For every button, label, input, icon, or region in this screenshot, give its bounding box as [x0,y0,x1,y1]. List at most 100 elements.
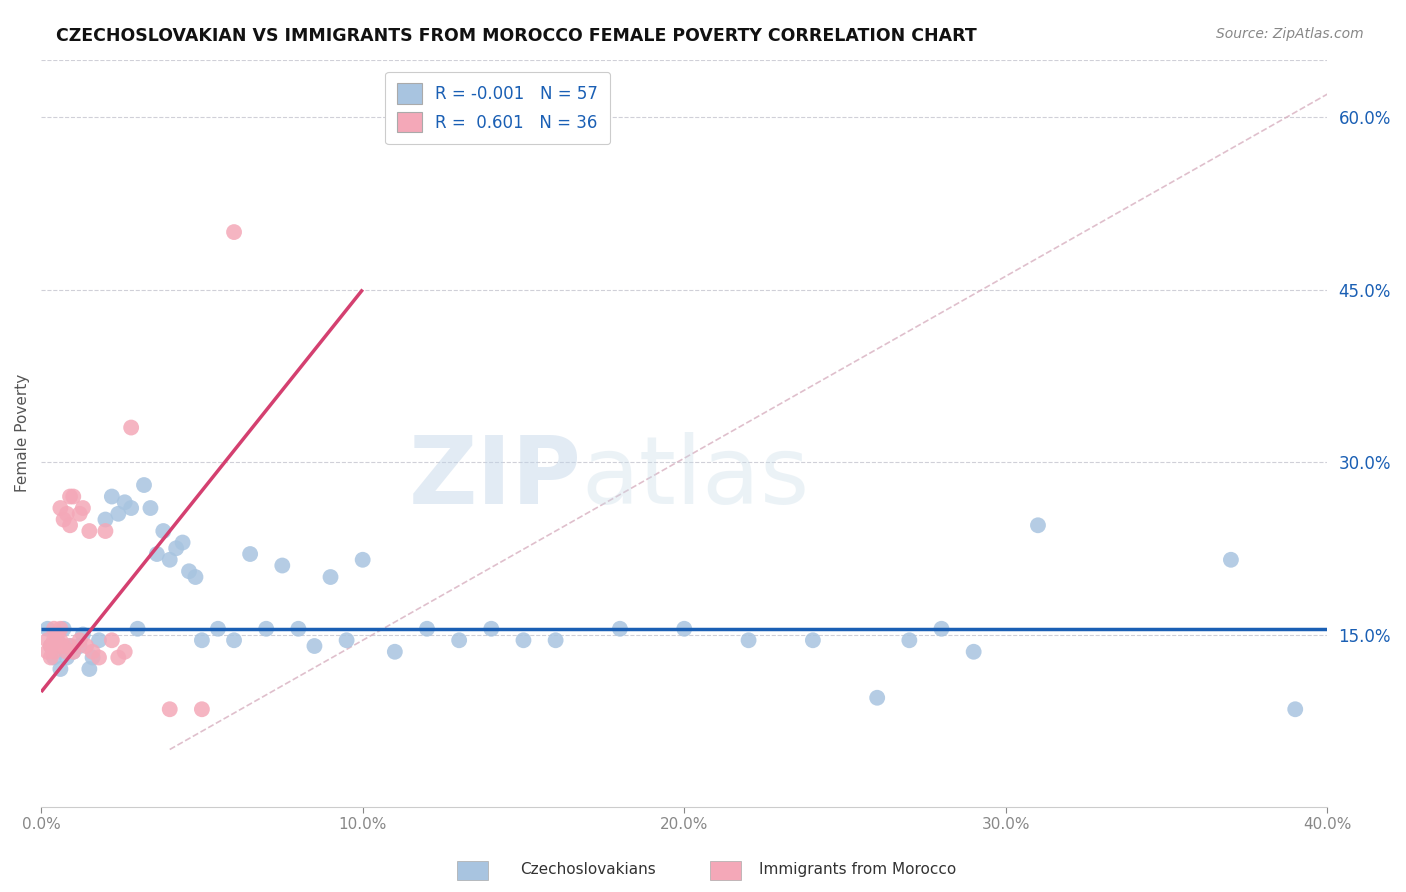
Point [49,501,72,516]
Point [609,622,631,636]
Text: Czechoslovakians: Czechoslovakians [520,863,657,877]
Point [59,639,82,653]
Point [49,622,72,636]
Point [37,633,59,648]
Point [449,633,471,648]
Point [222,633,245,648]
Point [319,570,342,584]
Point [146,547,169,561]
Point [79,524,101,538]
Point [101,633,124,648]
Point [59,490,82,504]
Point [59,639,82,653]
Point [737,633,759,648]
Point [191,633,214,648]
Point [304,639,326,653]
Point [39,639,62,653]
Point [39,639,62,653]
Point [59,518,82,533]
Text: ZIP: ZIP [409,432,581,524]
Point [898,633,921,648]
Point [46,639,69,653]
Point [931,622,953,636]
Point [72,501,94,516]
Text: Immigrants from Morocco: Immigrants from Morocco [759,863,956,877]
Point [963,645,986,659]
Point [107,507,129,521]
Point [62,645,84,659]
Point [1284,702,1306,716]
Text: CZECHOSLOVAKIAN VS IMMIGRANTS FROM MOROCCO FEMALE POVERTY CORRELATION CHART: CZECHOSLOVAKIAN VS IMMIGRANTS FROM MOROC… [56,27,977,45]
Point [52,622,75,636]
Point [42,650,65,665]
Point [101,490,124,504]
Point [159,553,181,567]
Point [46,627,69,641]
Point [56,507,79,521]
Point [184,570,207,584]
Point [287,622,309,636]
Point [39,650,62,665]
Text: atlas: atlas [581,432,810,524]
Point [114,645,136,659]
Point [139,501,162,516]
Point [801,633,824,648]
Point [384,645,406,659]
Point [42,633,65,648]
Point [72,627,94,641]
Point [271,558,294,573]
Point [1219,553,1241,567]
Point [254,622,277,636]
Point [512,633,534,648]
Point [132,478,155,492]
Point [46,633,69,648]
Point [673,622,696,636]
Point [207,622,229,636]
Point [165,541,187,556]
Point [479,622,502,636]
Y-axis label: Female Poverty: Female Poverty [15,374,30,492]
Point [79,662,101,676]
Point [120,501,142,516]
Point [177,564,200,578]
Point [52,512,75,526]
Point [191,702,214,716]
Point [1026,518,1049,533]
Point [56,645,79,659]
Point [62,645,84,659]
Point [49,662,72,676]
Point [159,702,181,716]
Point [56,650,79,665]
Point [52,639,75,653]
Point [544,633,567,648]
Point [37,645,59,659]
Point [37,622,59,636]
Point [87,633,110,648]
Point [69,633,91,648]
Point [114,495,136,509]
Point [69,639,91,653]
Point [152,524,174,538]
Legend: R = -0.001   N = 57, R =  0.601   N = 36: R = -0.001 N = 57, R = 0.601 N = 36 [385,71,610,144]
Point [172,535,194,549]
Point [239,547,262,561]
Point [94,524,117,538]
Point [42,645,65,659]
Point [120,420,142,434]
Point [82,650,104,665]
Point [42,622,65,636]
Point [87,650,110,665]
Point [107,650,129,665]
Point [75,639,97,653]
Point [94,512,117,526]
Point [69,507,91,521]
Point [336,633,359,648]
Point [49,633,72,648]
Point [222,225,245,239]
Text: Source: ZipAtlas.com: Source: ZipAtlas.com [1216,27,1364,41]
Point [62,490,84,504]
Point [352,553,374,567]
Point [416,622,439,636]
Point [866,690,889,705]
Point [127,622,149,636]
